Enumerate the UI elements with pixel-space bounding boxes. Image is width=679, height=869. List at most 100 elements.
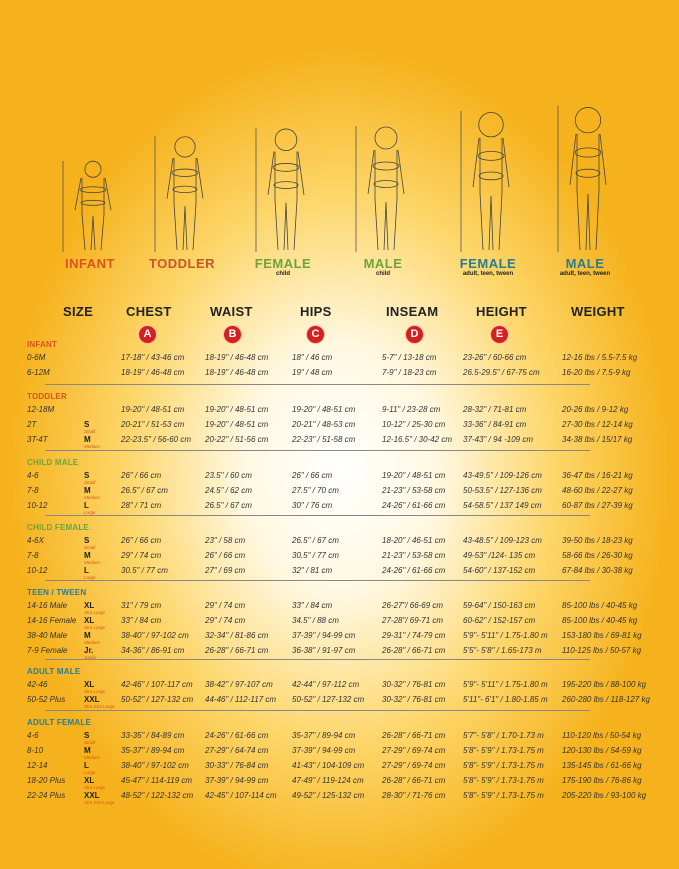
table-row: 2T S Small 20-21" / 51-53 cm 19-20" / 48-… <box>0 420 679 435</box>
size-label: 7-8 <box>27 551 39 560</box>
waist-cell: 27" / 69 cm <box>205 566 246 575</box>
size-label: 7-8 <box>27 486 39 495</box>
size-label: 8-10 <box>27 746 44 755</box>
size-label: 12-14 <box>27 761 48 770</box>
waist-cell: 42-45" / 107-114 cm <box>205 791 277 800</box>
size-label: 2T <box>27 420 37 429</box>
height-cell: 54-58.5" / 137 149 cm <box>463 501 542 510</box>
figure-label: TODDLER <box>148 256 216 271</box>
size-letter-name: Small <box>84 429 96 434</box>
chest-cell: 38-40" / 97-102 cm <box>121 761 189 770</box>
inseam-cell: 18-20" / 46-51 cm <box>382 536 446 545</box>
height-cell: 37-43" / 94 -109 cm <box>463 435 533 444</box>
weight-cell: 110-125 lbs / 50-57 kg <box>562 646 642 655</box>
height-cell: 59-64" / 150-163 cm <box>463 601 536 610</box>
size-letter: M <box>84 551 91 560</box>
chest-cell: 29" / 74 cm <box>121 551 162 560</box>
hips-cell: 49-52" / 125-132 cm <box>292 791 365 800</box>
size-letter: L <box>84 566 89 575</box>
height-cell: 54-60" / 137-152 cm <box>463 566 536 575</box>
inseam-cell: 26-27"/ 66-69 cm <box>382 601 444 610</box>
height-cell: 5'9"- 5'11" / 1.75-1.80 m <box>463 631 548 640</box>
size-label: 3T-4T <box>27 435 48 444</box>
size-letter: S <box>84 471 90 480</box>
col-inseam: INSEAM <box>386 304 439 319</box>
hips-cell: 34.5" / 88 cm <box>292 616 339 625</box>
size-letter-name: Medium <box>84 560 101 565</box>
size-label: 6-12M <box>27 368 50 377</box>
size-label: 14-16 Male <box>27 601 68 610</box>
weight-cell: 153-180 lbs / 69-81 kg <box>562 631 642 640</box>
section-title: CHILD MALE <box>27 458 79 467</box>
figure-3: MALE child <box>338 124 428 278</box>
badge-b: B <box>224 326 241 343</box>
weight-cell: 260-280 lbs / 118-127 kg <box>562 695 650 704</box>
inseam-cell: 28-30" / 71-76 cm <box>382 791 446 800</box>
waist-cell: 18-19" / 46-48 cm <box>205 353 269 362</box>
badge-e: E <box>491 326 508 343</box>
chest-cell: 20-21" / 51-53 cm <box>121 420 185 429</box>
col-size: SIZE <box>63 304 94 319</box>
weight-cell: 205-220 lbs / 93-100 kg <box>562 791 647 800</box>
figure-2: FEMALE child <box>238 126 328 278</box>
chest-cell: 50-52" / 127-132 cm <box>121 695 194 704</box>
size-letter-name: Large <box>84 575 96 580</box>
waist-cell: 26-28" / 66-71 cm <box>205 646 269 655</box>
section-title: ADULT FEMALE <box>27 718 92 727</box>
size-letter-name: Xtra Large <box>84 610 106 615</box>
inseam-cell: 9-11" / 23-28 cm <box>382 405 441 414</box>
waist-cell: 24-26" / 61-66 cm <box>205 731 269 740</box>
waist-cell: 27-29" / 64-74 cm <box>205 746 269 755</box>
chest-cell: 38-40" / 97-102 cm <box>121 631 189 640</box>
height-cell: 43-48.5" / 109-123 cm <box>463 536 542 545</box>
inseam-cell: 5-7" / 13-18 cm <box>382 353 437 362</box>
height-cell: 60-62" / 152-157 cm <box>463 616 536 625</box>
size-letter-name: Xtra Large <box>84 625 106 630</box>
hips-cell: 22-23" / 51-58 cm <box>292 435 356 444</box>
table-row: 14-16 Female XL Xtra Large 33" / 84 cm 29… <box>0 616 679 631</box>
table-row: 14-16 Male XL Xtra Large 31" / 79 cm 29" … <box>0 601 679 616</box>
size-letter: S <box>84 731 90 740</box>
size-letter: XL <box>84 776 95 785</box>
section-divider <box>45 384 590 385</box>
size-letter: XL <box>84 616 95 625</box>
size-letter-name: Junior <box>84 655 97 660</box>
hips-cell: 19-20" / 48-51 cm <box>292 405 356 414</box>
waist-cell: 26.5" / 67 cm <box>205 501 252 510</box>
size-letter-name: Large <box>84 770 96 775</box>
figure-4: FEMALE adult, teen, tween <box>443 109 533 278</box>
waist-cell: 26" / 66 cm <box>205 551 246 560</box>
inseam-cell: 24-26" / 61-66 cm <box>382 501 446 510</box>
inseam-cell: 29-31" / 74-79 cm <box>382 631 446 640</box>
inseam-cell: 26-28" / 66-71 cm <box>382 776 446 785</box>
size-label: 10-12 <box>27 501 48 510</box>
section-title: TODDLER <box>27 392 67 401</box>
chest-cell: 35-37" / 89-94 cm <box>121 746 185 755</box>
height-cell: 5'11"- 6'1" / 1.80-1.85 m <box>463 695 548 704</box>
inseam-cell: 21-23" / 53-58 cm <box>382 486 446 495</box>
waist-cell: 32-34" / 81-86 cm <box>205 631 269 640</box>
table-row: 10-12 L Large 28" / 71 cm 26.5" / 67 cm 30… <box>0 501 679 516</box>
size-letter-name: Small <box>84 740 96 745</box>
section-divider <box>45 450 590 451</box>
table-row: 12-14 L Large 38-40" / 97-102 cm 30-33" /… <box>0 761 679 776</box>
weight-cell: 195-220 lbs / 88-100 kg <box>562 680 647 689</box>
inseam-cell: 7-9" / 18-23 cm <box>382 368 437 377</box>
table-row: 22-24 Plus XXL Xtra Xtra Large 48-52" / … <box>0 791 679 806</box>
section-divider <box>45 659 590 660</box>
weight-cell: 48-60 lbs / 22-27 kg <box>562 486 633 495</box>
inseam-cell: 12-16.5" / 30-42 cm <box>382 435 452 444</box>
table-row: 7-8 M Medium 29" / 74 cm 26" / 66 cm 30.5"… <box>0 551 679 566</box>
chest-cell: 18-19" / 46-48 cm <box>121 368 185 377</box>
weight-cell: 34-38 lbs / 15/17 kg <box>562 435 633 444</box>
hips-cell: 37-39" / 94-99 cm <box>292 746 356 755</box>
height-cell: 5'7"- 5'8" / 1.70-1.73 m <box>463 731 544 740</box>
hips-cell: 33" / 84 cm <box>292 601 333 610</box>
table-row: 38-40 Male M Medium 38-40" / 97-102 cm 32… <box>0 631 679 646</box>
size-label: 22-24 Plus <box>27 791 66 800</box>
table-row: 7-8 M Medium 26.5" / 67 cm 24.5" / 62 cm 2… <box>0 486 679 501</box>
chest-cell: 17-18" / 43-46 cm <box>121 353 185 362</box>
section-title: TEEN / TWEEN <box>27 588 87 597</box>
hips-cell: 18" / 46 cm <box>292 353 333 362</box>
hips-cell: 26" / 66 cm <box>292 471 333 480</box>
